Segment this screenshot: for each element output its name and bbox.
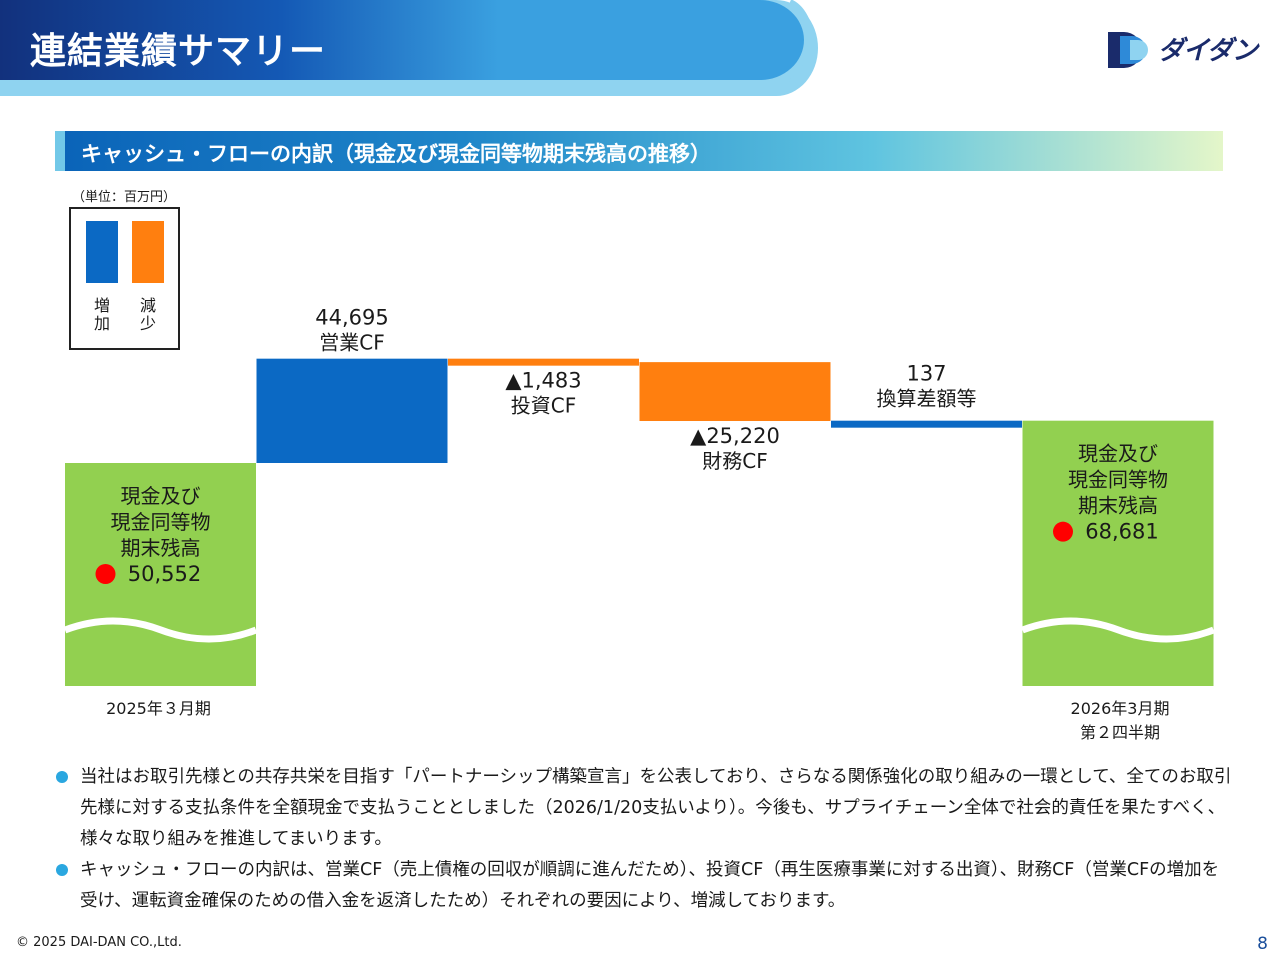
legend-decrease-swatch: [132, 221, 164, 283]
balance-label: 現金同等物: [1068, 468, 1168, 492]
delta-value: ▲25,220: [690, 424, 780, 448]
delta-bar: [831, 420, 1022, 428]
delta-category: 換算差額等: [877, 387, 977, 411]
legend: 増加 減少: [69, 207, 180, 350]
delta-bar: [448, 358, 639, 366]
bullet-icon: [56, 864, 68, 876]
note-text: 当社はお取引先様との共存共栄を目指す「パートナーシップ構築宣言」を公表しており、…: [80, 767, 1232, 849]
header-banner: [0, 0, 1280, 96]
notes: 当社はお取引先様との共存共栄を目指す「パートナーシップ構築宣言」を公表しており、…: [56, 762, 1232, 917]
balance-label: 期末残高: [1078, 494, 1158, 518]
balance-value: 68,681: [1085, 520, 1158, 544]
header: 連結業績サマリー ダイダン: [0, 0, 1280, 96]
axis-break-wave: [1021, 617, 1215, 643]
x-tick-label: 2025年３月期: [106, 699, 211, 718]
x-tick-label: 第２四半期: [1080, 723, 1160, 742]
delta-value: ▲1,483: [505, 369, 581, 393]
note-item: 当社はお取引先様との共存共栄を目指す「パートナーシップ構築宣言」を公表しており、…: [56, 762, 1232, 855]
delta-value: 137: [906, 362, 946, 386]
company-logo-icon: [1108, 32, 1148, 68]
delta-category: 財務CF: [702, 449, 767, 473]
note-item: キャッシュ・フローの内訳は、営業CF（売上債権の回収が順調に進んだため）、投資C…: [56, 855, 1232, 917]
delta-category: 投資CF: [511, 394, 576, 418]
delta-bar: [256, 358, 448, 463]
balance-value: 50,552: [128, 562, 201, 586]
page-number: 8: [1257, 934, 1268, 954]
axis-break-wave: [63, 617, 258, 643]
balance-label: 期末残高: [121, 536, 201, 560]
x-tick-label: 2026年3月期: [1071, 699, 1170, 718]
copyright: © 2025 DAI-DAN CO.,Ltd.: [16, 935, 182, 950]
section-title: キャッシュ・フローの内訳（現金及び現金同等物期末残高の推移）: [81, 142, 711, 166]
unit-label: （単位：百万円）: [72, 190, 177, 205]
balance-label: 現金同等物: [111, 510, 211, 534]
balance-label: 現金及び: [121, 484, 201, 508]
waterfall-chart: 現金及び現金同等物期末残高50,5522025年３月期44,695営業CF▲1,…: [63, 306, 1215, 742]
delta-category: 営業CF: [319, 331, 384, 355]
marker-dot-icon: [1053, 521, 1073, 542]
delta-bar: [639, 362, 831, 422]
legend-increase-swatch: [86, 221, 118, 283]
legend-increase-label: 増加: [93, 296, 110, 333]
page-title: 連結業績サマリー: [30, 31, 327, 72]
section-header: キャッシュ・フローの内訳（現金及び現金同等物期末残高の推移）: [55, 131, 1223, 171]
company-logo-text: ダイダン: [1158, 36, 1258, 66]
note-text: キャッシュ・フローの内訳は、営業CF（売上債権の回収が順調に進んだため）、投資C…: [80, 860, 1220, 911]
marker-dot-icon: [95, 564, 116, 584]
balance-label: 現金及び: [1078, 442, 1158, 466]
bullet-icon: [56, 771, 68, 783]
delta-value: 44,695: [315, 306, 388, 330]
section-accent: [55, 131, 65, 171]
balance-bar: [1022, 420, 1214, 686]
legend-decrease-label: 減少: [139, 296, 156, 333]
